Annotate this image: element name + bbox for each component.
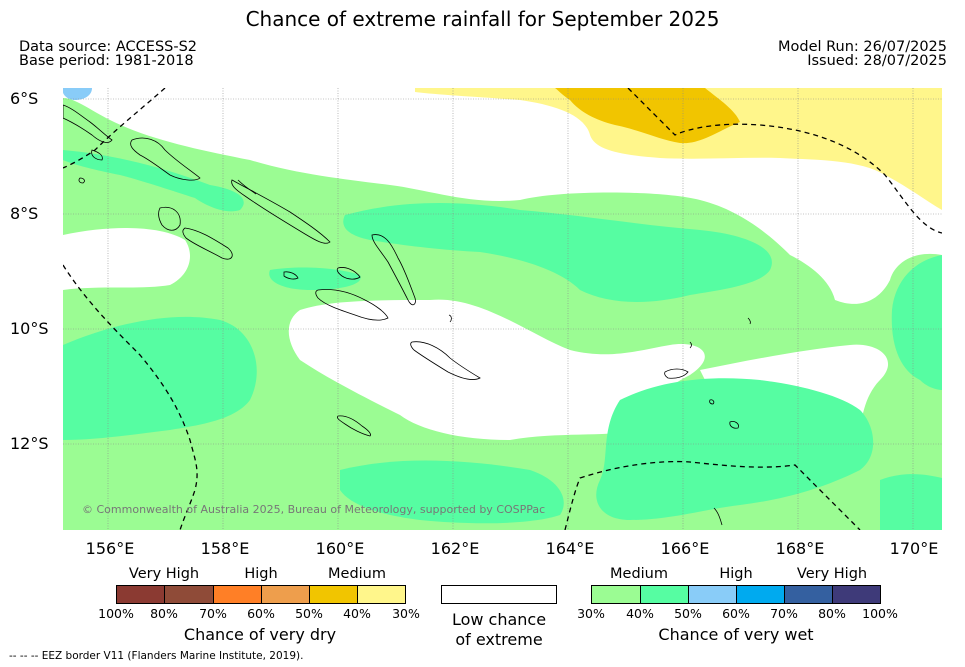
model-run-info: Model Run: 26/07/2025 Issued: 28/07/2025	[777, 39, 947, 69]
model-run-text: Model Run: 26/07/2025	[777, 39, 947, 55]
vella-lavella-island	[182, 227, 233, 260]
wet-tick-40: 40%	[626, 606, 654, 621]
eez-border-north-east	[627, 88, 942, 234]
high-wet-region-band	[343, 203, 772, 302]
eez-border-north-west	[63, 88, 166, 169]
wet-legend-caption: Chance of very wet	[658, 625, 814, 644]
copyright-notice: © Commonwealth of Australia 2025, Bureau…	[82, 503, 545, 516]
eez-borders	[63, 88, 942, 530]
choiseul-island	[231, 179, 331, 244]
florida-islands	[336, 267, 361, 280]
dry-high-heading: High	[244, 566, 278, 582]
dry-tick-30: 30%	[392, 606, 420, 621]
data-source-text: Data source: ACCESS-S2	[19, 39, 198, 55]
dry-medium-heading: Medium	[328, 566, 386, 582]
low-chance-swatch	[441, 585, 557, 604]
wet-tick-60: 60%	[722, 606, 750, 621]
makira-island	[410, 341, 481, 380]
medium-high-dry-region	[555, 88, 740, 144]
issued-text: Issued: 28/07/2025	[807, 53, 947, 69]
new-georgia-island	[158, 206, 181, 231]
low-chance-region-central	[288, 299, 705, 440]
dry-legend-caption: Chance of very dry	[183, 625, 337, 644]
graticule	[63, 88, 942, 530]
coastlines	[63, 104, 751, 526]
map-title: Chance of extreme rainfall for September…	[245, 7, 720, 31]
dry-swatch-1	[116, 585, 164, 604]
wet-swatch-1	[591, 585, 640, 604]
rennell-island	[337, 415, 371, 437]
eez-border-west	[63, 264, 198, 530]
low-chance-caption-line1: Low chance	[451, 610, 547, 629]
dry-very-high-heading: Very High	[128, 566, 200, 582]
dry-tick-40: 40%	[343, 606, 371, 621]
wet-swatch-6	[832, 585, 881, 604]
wet-tick-50: 50%	[674, 606, 702, 621]
lon-label-164e: 164°E	[545, 539, 595, 558]
temotu-small	[448, 314, 751, 349]
wet-swatch-3	[688, 585, 736, 604]
high-wet-region-east	[891, 255, 942, 390]
lon-label-166e: 166°E	[660, 539, 710, 558]
dry-tick-50: 50%	[295, 606, 323, 621]
lon-label-162e: 162°E	[430, 539, 480, 558]
low-chance-caption: Low chance of extreme	[452, 610, 546, 650]
lat-label-10s: 10°S	[10, 319, 49, 338]
lat-label-6s: 6°S	[10, 89, 39, 108]
santa-cruz-islands	[664, 368, 739, 429]
wet-swatch-4	[736, 585, 784, 604]
lon-label-156e: 156°E	[85, 539, 135, 558]
northwest-islands	[63, 104, 113, 143]
lon-label-160e: 160°E	[315, 539, 365, 558]
map-plot-area: © Commonwealth of Australia 2025, Bureau…	[63, 88, 942, 530]
wet-tick-80: 80%	[818, 606, 846, 621]
very-wet-region-corner	[63, 88, 92, 100]
lat-label-12s: 12°S	[10, 434, 49, 453]
data-source-info: Data source: ACCESS-S2 Base period: 1981…	[19, 39, 198, 69]
guadalcanal-island	[315, 289, 389, 321]
dry-tick-60: 60%	[247, 606, 275, 621]
low-chance-caption-line2: of extreme	[455, 630, 543, 649]
wet-tick-100: 100%	[862, 606, 898, 621]
dry-swatch-3	[213, 585, 261, 604]
wet-swatch-2	[640, 585, 688, 604]
bougainville-island	[130, 137, 201, 181]
wet-medium-heading: Medium	[610, 566, 668, 582]
high-wet-region-southeast-corner	[880, 474, 942, 530]
dry-swatch-2	[164, 585, 213, 604]
wet-swatch-5	[784, 585, 832, 604]
dry-tick-80: 80%	[150, 606, 178, 621]
wet-tick-70: 70%	[770, 606, 798, 621]
lon-label-158e: 158°E	[200, 539, 250, 558]
eez-border-south	[564, 460, 861, 530]
lat-label-8s: 8°S	[10, 204, 39, 223]
russell-islands	[283, 271, 299, 280]
dry-tick-70: 70%	[199, 606, 227, 621]
high-wet-region-southwest	[63, 316, 257, 440]
dry-tick-100: 100%	[98, 606, 134, 621]
dry-swatch-6	[357, 585, 406, 604]
lon-label-168e: 168°E	[775, 539, 825, 558]
malaita-island	[371, 234, 416, 306]
high-wet-region-south	[340, 460, 564, 524]
wet-high-heading: High	[719, 566, 753, 582]
high-wet-region-north	[63, 150, 244, 212]
medium-dry-region	[415, 88, 942, 210]
santa-isabel-island	[237, 179, 257, 195]
base-period-text: Base period: 1981-2018	[19, 53, 194, 69]
wet-very-high-heading: Very High	[796, 566, 868, 582]
high-wet-region-southeast	[596, 378, 874, 520]
small-islands-west	[78, 149, 103, 184]
torres-islands	[713, 507, 723, 526]
dry-swatch-4	[261, 585, 309, 604]
dry-swatch-5	[309, 585, 357, 604]
wet-tick-30: 30%	[577, 606, 605, 621]
eez-border-note: -- -- -- EEZ border V11 (Flanders Marine…	[9, 650, 304, 662]
lon-label-170e: 170°E	[889, 539, 939, 558]
low-chance-region-west-gap	[63, 228, 190, 290]
